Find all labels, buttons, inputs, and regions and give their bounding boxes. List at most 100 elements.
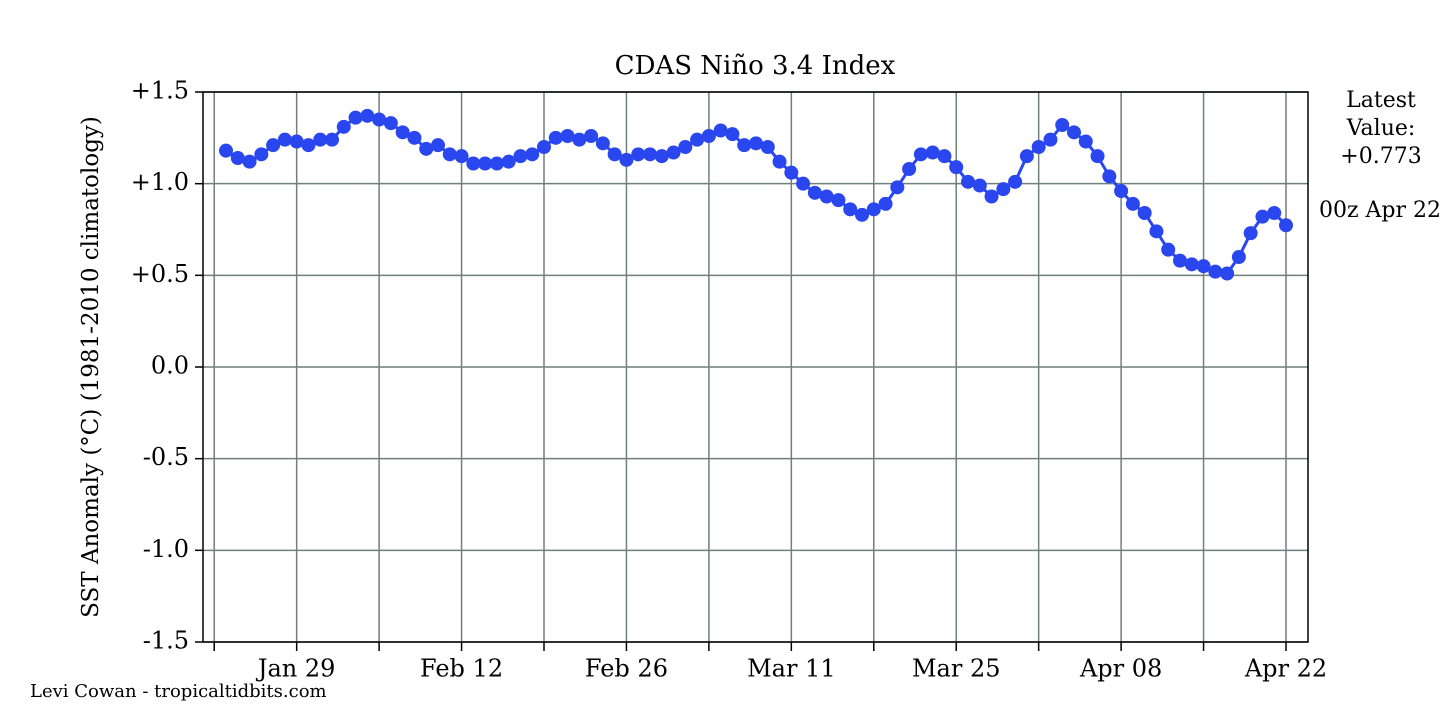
data-point bbox=[242, 154, 257, 169]
data-point bbox=[254, 147, 269, 162]
data-point bbox=[301, 138, 316, 153]
data-point bbox=[902, 162, 917, 176]
data-point bbox=[1208, 264, 1223, 279]
data-point bbox=[1008, 174, 1023, 189]
data-point bbox=[937, 149, 952, 164]
data-point bbox=[784, 165, 799, 180]
y-tick-label: -1.5 bbox=[143, 627, 189, 655]
data-point bbox=[1067, 125, 1081, 140]
data-point bbox=[913, 147, 928, 162]
data-point bbox=[996, 182, 1011, 197]
data-point bbox=[1220, 266, 1235, 281]
data-point bbox=[843, 202, 858, 217]
data-point bbox=[1078, 134, 1093, 149]
credit: Levi Cowan - tropicaltidbits.com bbox=[30, 681, 327, 702]
data-point bbox=[230, 151, 245, 165]
chart-title: CDAS Niño 3.4 Index bbox=[615, 51, 896, 81]
latest-label: Value: bbox=[1346, 116, 1416, 141]
data-point bbox=[749, 136, 763, 151]
data-point bbox=[1055, 118, 1070, 132]
data-point bbox=[855, 207, 869, 222]
data-point bbox=[383, 116, 398, 131]
data-point bbox=[690, 132, 705, 147]
data-point bbox=[219, 143, 233, 158]
x-tick-label: Feb 12 bbox=[420, 655, 503, 683]
data-point bbox=[678, 140, 693, 154]
data-point bbox=[1279, 218, 1293, 233]
data-point bbox=[1031, 140, 1046, 154]
data-point bbox=[760, 140, 775, 154]
data-point bbox=[737, 138, 752, 153]
data-point bbox=[395, 125, 410, 140]
data-point bbox=[372, 112, 387, 127]
data-point bbox=[501, 154, 516, 169]
data-point bbox=[972, 178, 987, 193]
latest-label: Latest bbox=[1346, 88, 1416, 113]
x-tick-label: Feb 26 bbox=[585, 655, 668, 683]
data-point bbox=[961, 174, 975, 189]
data-point bbox=[277, 132, 292, 147]
data-point bbox=[772, 154, 787, 169]
data-point bbox=[513, 149, 528, 164]
data-point bbox=[325, 132, 339, 147]
data-point bbox=[1019, 149, 1034, 164]
y-tick-label: +1.0 bbox=[131, 168, 189, 196]
y-tick-label: 0.0 bbox=[151, 352, 189, 380]
data-point bbox=[336, 119, 351, 134]
data-point bbox=[313, 132, 328, 147]
data-point bbox=[595, 136, 610, 151]
data-point bbox=[607, 147, 622, 162]
data-point bbox=[796, 176, 811, 191]
y-tick-label: +1.5 bbox=[131, 77, 189, 105]
data-point bbox=[442, 147, 457, 162]
data-point bbox=[560, 129, 575, 143]
data-point bbox=[360, 108, 375, 123]
data-point bbox=[925, 145, 940, 160]
data-point bbox=[1125, 196, 1140, 211]
plot-frame bbox=[202, 91, 1309, 643]
y-axis-label: SST Anomaly (°C) (1981-2010 climatology) bbox=[78, 116, 104, 618]
data-point bbox=[1102, 169, 1117, 184]
data-point bbox=[654, 149, 669, 164]
data-point bbox=[525, 147, 540, 162]
data-point bbox=[701, 129, 716, 143]
data-point bbox=[831, 193, 846, 208]
data-point bbox=[643, 147, 657, 162]
data-point bbox=[807, 185, 822, 200]
latest-time: 00z Apr 22 bbox=[1319, 198, 1441, 223]
data-point bbox=[949, 160, 964, 175]
data-point bbox=[619, 152, 634, 167]
y-tick-label: -0.5 bbox=[143, 443, 189, 471]
data-point bbox=[572, 132, 587, 147]
y-tick-label: -1.0 bbox=[143, 535, 189, 563]
data-point bbox=[1267, 206, 1282, 220]
data-point bbox=[419, 141, 434, 156]
data-point bbox=[1231, 250, 1246, 264]
data-point bbox=[1137, 206, 1152, 220]
data-point bbox=[878, 196, 893, 211]
data-point bbox=[1255, 209, 1270, 224]
data-point bbox=[1196, 259, 1211, 274]
data-point bbox=[466, 156, 481, 171]
x-tick-label: Jan 29 bbox=[255, 655, 336, 683]
data-point bbox=[289, 134, 304, 149]
data-point bbox=[631, 147, 646, 162]
data-point bbox=[489, 156, 504, 171]
x-tick-label: Mar 11 bbox=[747, 655, 836, 683]
data-point bbox=[548, 130, 563, 145]
data-point bbox=[1149, 224, 1164, 239]
data-point bbox=[666, 145, 681, 160]
x-tick-label: Mar 25 bbox=[912, 655, 1001, 683]
data-point bbox=[1043, 132, 1058, 147]
x-tick-label: Apr 22 bbox=[1244, 655, 1327, 683]
y-tick-label: +0.5 bbox=[131, 260, 189, 288]
data-point bbox=[454, 149, 469, 164]
data-point bbox=[1114, 184, 1129, 198]
data-point bbox=[1173, 253, 1187, 268]
data-point bbox=[407, 130, 422, 145]
data-point bbox=[725, 127, 740, 142]
data-point bbox=[1090, 149, 1105, 164]
data-point bbox=[890, 180, 905, 195]
